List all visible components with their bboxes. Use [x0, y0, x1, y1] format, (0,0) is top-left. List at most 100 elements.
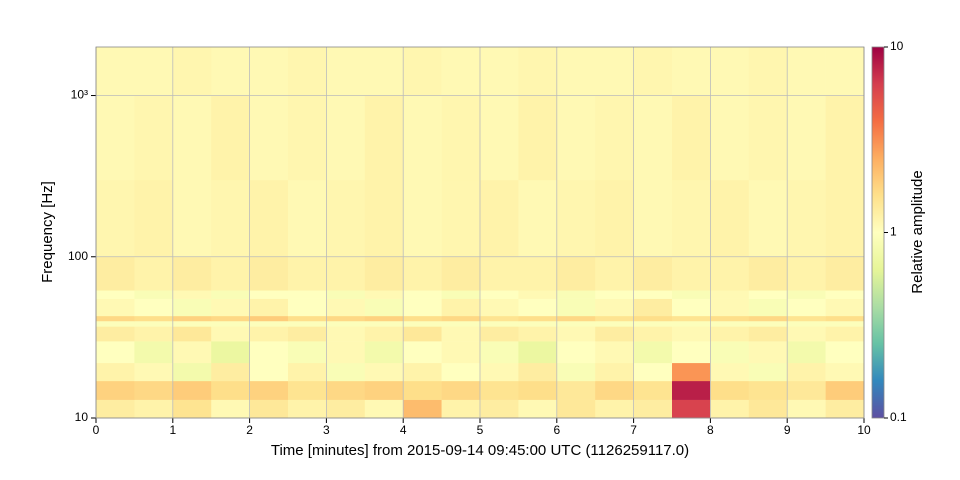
- cell: [748, 179, 788, 258]
- cell: [326, 298, 366, 317]
- cell: [480, 95, 519, 181]
- cell: [249, 298, 289, 317]
- cell: [172, 315, 212, 322]
- cell: [825, 362, 865, 382]
- colorbar-label: Relative amplitude: [909, 170, 926, 293]
- cell: [326, 256, 366, 291]
- cell: [326, 179, 366, 258]
- cell: [748, 399, 788, 419]
- cell: [518, 298, 558, 317]
- cell: [441, 95, 481, 181]
- cell: [134, 298, 174, 317]
- cell: [211, 341, 250, 364]
- cell: [518, 290, 558, 299]
- cell: [518, 362, 558, 382]
- cell: [249, 320, 289, 327]
- x-tick-label: 6: [553, 423, 560, 437]
- cell: [556, 320, 596, 327]
- cell: [787, 320, 826, 327]
- cell: [672, 290, 711, 299]
- cell: [172, 362, 212, 382]
- cell: [672, 320, 711, 327]
- cell: [748, 362, 788, 382]
- cell: [825, 290, 865, 299]
- cell: [825, 399, 865, 419]
- cell: [672, 315, 711, 322]
- cell: [672, 256, 711, 291]
- cell: [595, 320, 634, 327]
- cell: [288, 341, 327, 364]
- cell: [288, 47, 327, 96]
- cell: [595, 399, 634, 419]
- cell: [748, 47, 788, 96]
- y-axis-label: Frequency [Hz]: [39, 181, 56, 283]
- cell: [710, 326, 750, 342]
- cell: [556, 341, 596, 364]
- cell: [556, 179, 596, 258]
- cell: [595, 315, 634, 322]
- cell: [556, 399, 596, 419]
- cell: [326, 290, 366, 299]
- cell: [403, 341, 442, 364]
- cell: [556, 298, 596, 317]
- cell: [403, 326, 442, 342]
- cell: [364, 380, 404, 400]
- cell: [556, 47, 596, 96]
- cell: [480, 47, 519, 96]
- cell: [288, 320, 327, 327]
- cell: [211, 179, 250, 258]
- cell: [825, 256, 865, 291]
- cell: [633, 256, 673, 291]
- cell: [633, 380, 673, 400]
- cell: [364, 320, 404, 327]
- cell: [633, 320, 673, 327]
- cell: [441, 326, 481, 342]
- cell: [595, 362, 634, 382]
- cell: [211, 95, 250, 181]
- cell: [96, 315, 135, 322]
- cell: [172, 320, 212, 327]
- cell: [403, 380, 442, 400]
- y-tick-label: 10³: [71, 88, 88, 102]
- cell: [288, 179, 327, 258]
- cell: [211, 320, 250, 327]
- cell: [518, 341, 558, 364]
- cell: [134, 179, 174, 258]
- cell: [211, 47, 250, 96]
- cell: [134, 320, 174, 327]
- cell: [172, 179, 212, 258]
- cell: [748, 256, 788, 291]
- plot-frame: [95, 46, 865, 419]
- cell: [326, 399, 366, 419]
- cell: [134, 341, 174, 364]
- cell: [211, 380, 250, 400]
- cell: [403, 290, 442, 299]
- colorbar-tick-label: 1: [890, 225, 897, 239]
- cell: [633, 290, 673, 299]
- cell: [633, 298, 673, 317]
- cell: [480, 341, 519, 364]
- cell: [134, 362, 174, 382]
- cell: [825, 320, 865, 327]
- x-tick-label: 3: [323, 423, 330, 437]
- cell: [211, 315, 250, 322]
- cell: [710, 380, 750, 400]
- cell: [96, 290, 135, 299]
- cell: [518, 399, 558, 419]
- colorbar-tick-label: 0.1: [890, 410, 907, 424]
- cell: [748, 341, 788, 364]
- cell: [748, 326, 788, 342]
- cell: [748, 320, 788, 327]
- cell: [403, 298, 442, 317]
- cell: [633, 341, 673, 364]
- cell: [403, 179, 442, 258]
- cell: [96, 179, 135, 258]
- cell: [825, 315, 865, 322]
- x-tick-label: 2: [246, 423, 253, 437]
- cell: [595, 380, 634, 400]
- cell: [403, 362, 442, 382]
- cell: [748, 298, 788, 317]
- x-tick-label: 4: [400, 423, 407, 437]
- y-tick-label: 100: [68, 249, 88, 263]
- cell: [633, 179, 673, 258]
